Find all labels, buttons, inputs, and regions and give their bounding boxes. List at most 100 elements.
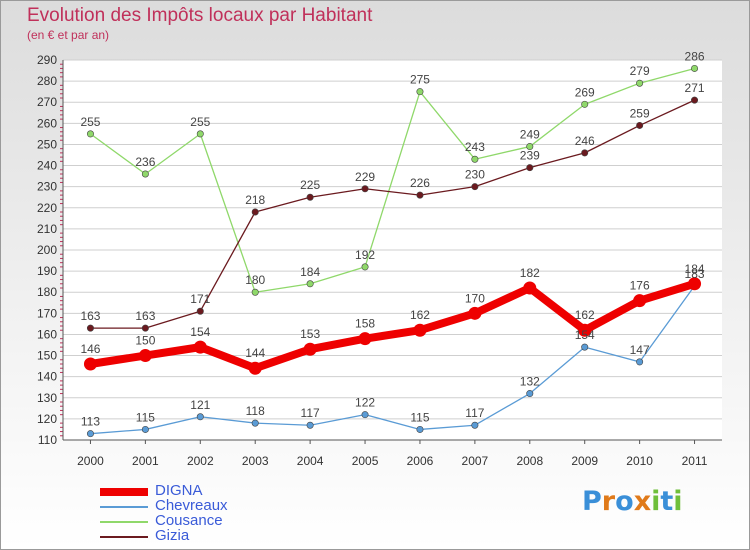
legend-label-chevreaux: Chevreaux [155,497,228,514]
data-label-cousance-2002: 255 [190,115,210,129]
data-label-gizia-2010: 259 [630,106,650,120]
legend-swatch-chevreaux [100,506,148,508]
data-point-gizia-2011 [691,96,699,104]
data-point-gizia-2003 [251,208,259,216]
data-point-digna-2010 [633,294,647,308]
x-tick-label-2009: 2009 [571,454,598,468]
y-tick-label-130: 130 [37,391,57,405]
data-label-chevreaux-2008: 132 [520,375,540,389]
y-tick-label-190: 190 [37,264,57,278]
x-tick-label-2006: 2006 [407,454,434,468]
data-point-gizia-2009 [581,149,589,157]
data-label-chevreaux-2010: 147 [630,343,650,357]
data-label-cousance-2011: 286 [685,49,705,63]
data-point-digna-2001 [138,349,152,363]
y-tick-label-230: 230 [37,180,57,194]
data-point-cousance-2005 [361,263,369,271]
data-label-digna-2008: 182 [520,266,540,280]
x-tick-label-2002: 2002 [187,454,214,468]
data-point-digna-2008 [523,281,537,295]
chart-legend: DIGNA Chevreaux Cousance Gizia [100,483,300,544]
data-label-cousance-2000: 255 [80,115,100,129]
data-label-digna-2002: 154 [190,325,210,339]
legend-label-cousance: Cousance [155,512,223,529]
data-label-cousance-2008: 249 [520,128,540,142]
data-point-digna-2011 [688,277,702,291]
data-label-digna-2000: 146 [80,342,100,356]
data-point-chevreaux-2009 [581,343,589,351]
series-line-chevreaux [89,285,696,435]
data-point-chevreaux-2005 [361,411,369,419]
data-point-gizia-2005 [361,185,369,193]
logo-letter: x [633,486,652,517]
legend-item-chevreaux: Chevreaux [100,497,300,514]
data-label-gizia-2006: 226 [410,176,430,190]
data-point-cousance-2011 [691,64,699,72]
y-tick-label-260: 260 [37,116,57,130]
data-label-digna-2001: 150 [135,334,155,348]
data-point-chevreaux-2003 [251,419,259,427]
data-label-chevreaux-2011: 183 [685,267,705,281]
data-label-chevreaux-2001: 115 [136,410,155,424]
data-label-gizia-2000: 163 [80,309,100,323]
data-label-chevreaux-2006: 115 [410,410,429,424]
y-tick-label-140: 140 [37,370,57,384]
data-point-chevreaux-2004 [306,421,314,429]
data-point-digna-2000 [83,357,97,371]
y-tick-label-220: 220 [37,201,57,215]
legend-swatch-gizia [100,536,148,538]
data-label-digna-2005: 158 [355,317,375,331]
x-tick-label-2000: 2000 [77,454,104,468]
x-tick-label-2001: 2001 [132,454,159,468]
legend-swatch-cousance [100,521,148,523]
data-point-gizia-2007 [471,183,479,191]
y-tick-label-180: 180 [37,285,57,299]
data-label-gizia-2001: 163 [135,309,155,323]
data-label-cousance-2006: 275 [410,73,430,87]
data-label-gizia-2002: 171 [190,292,210,306]
y-tick-label-150: 150 [37,349,57,363]
data-label-gizia-2005: 229 [355,170,375,184]
data-point-digna-2004 [303,342,317,356]
data-label-cousance-2010: 279 [630,64,650,78]
series-line-cousance [89,67,696,293]
data-point-cousance-2003 [251,288,259,296]
data-label-cousance-2001: 236 [135,155,155,169]
data-point-digna-2003 [248,361,262,375]
y-tick-label-280: 280 [37,74,57,88]
data-point-cousance-2010 [636,79,644,87]
data-label-digna-2009: 162 [575,308,595,322]
logo-letter: P [582,486,602,517]
data-point-cousance-2007 [471,155,479,163]
data-label-chevreaux-2003: 118 [246,404,265,418]
data-label-cousance-2007: 243 [465,140,485,154]
logo-letter: r [601,486,616,517]
logo-letter: i [651,486,661,517]
data-label-chevreaux-2004: 117 [301,406,320,420]
y-tick-label-240: 240 [37,159,57,173]
data-label-chevreaux-2009: 154 [575,328,595,342]
data-point-digna-2002 [193,340,207,354]
data-label-digna-2003: 144 [245,346,265,360]
x-tick-label-2007: 2007 [462,454,489,468]
data-point-chevreaux-2001 [141,425,149,433]
data-label-chevreaux-2007: 117 [465,406,484,420]
data-label-cousance-2009: 269 [575,85,595,99]
data-label-gizia-2008: 239 [520,149,540,163]
x-tick-label-2003: 2003 [242,454,269,468]
data-label-gizia-2011: 271 [685,81,705,95]
y-tick-label-120: 120 [37,412,57,426]
data-point-gizia-2006 [416,191,424,199]
legend-label-gizia: Gizia [155,527,190,544]
data-point-chevreaux-2008 [526,390,534,398]
y-tick-label-160: 160 [37,327,57,341]
data-point-gizia-2010 [636,121,644,129]
chart-title: Evolution des Impôts locaux par Habitant [27,5,373,26]
x-tick-label-2005: 2005 [352,454,379,468]
legend-swatch-digna [100,488,148,496]
data-label-digna-2006: 162 [410,308,430,322]
series-line-digna [86,279,699,373]
logo-letter: o [615,486,634,517]
data-point-cousance-2009 [581,100,589,108]
y-tick-label-290: 290 [37,53,57,67]
